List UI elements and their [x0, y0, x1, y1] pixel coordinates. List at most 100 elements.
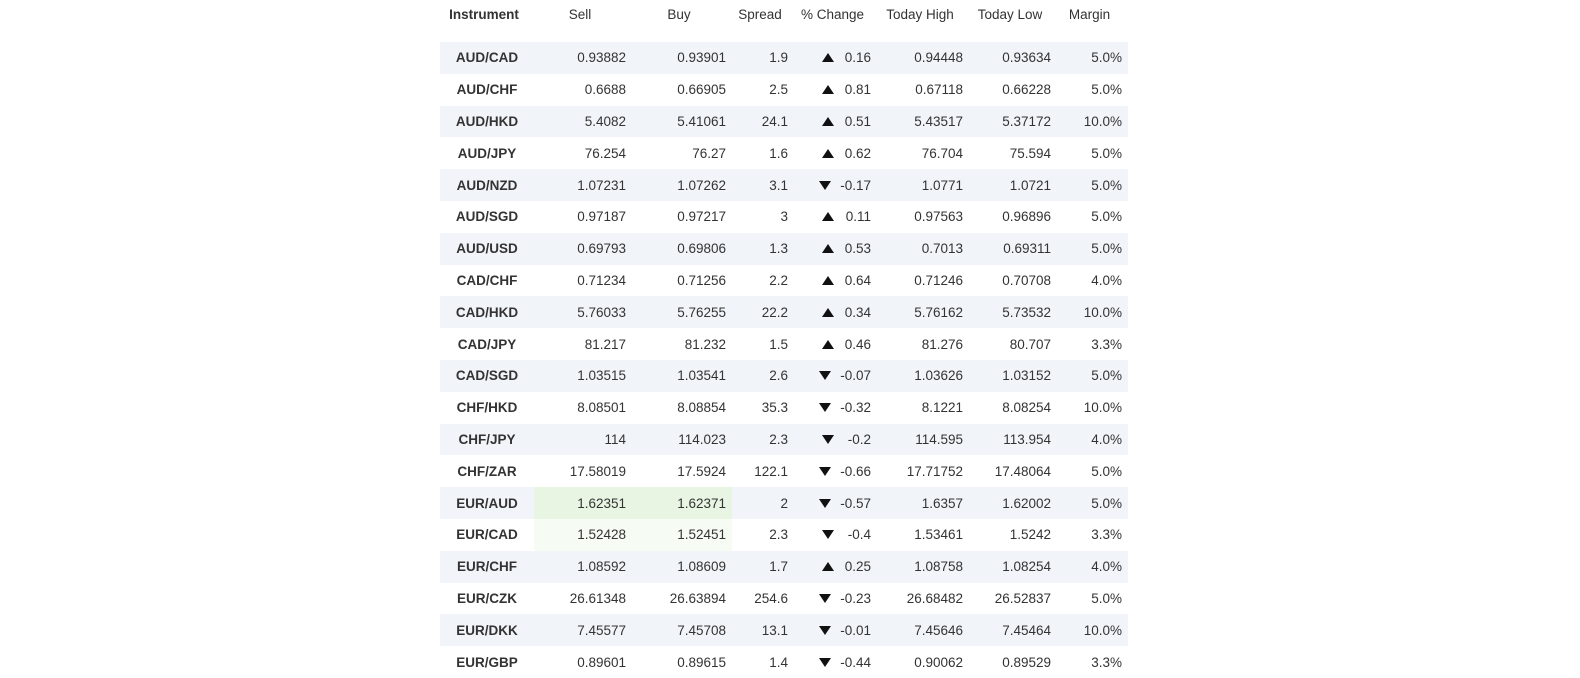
sell-price-cell[interactable]: 0.89601	[577, 654, 626, 670]
sell-price-cell[interactable]: 0.93882	[577, 50, 626, 66]
buy-price-cell[interactable]: 26.63894	[669, 590, 726, 606]
table-row[interactable]: EUR/CHF 1.08592 1.08609 1.7 0.25 1.08758 1.082…	[440, 550, 1128, 583]
change-percent: 0.81	[844, 82, 871, 98]
sell-price-cell[interactable]: 1.03515	[577, 368, 626, 384]
table-body: AUD/CAD 0.93882 0.93901 1.9 0.16 0.94448 0.936…	[440, 42, 1128, 678]
instrument-cell: EUR/CHF	[457, 559, 517, 575]
margin-cell: 10.0%	[1083, 304, 1122, 320]
change-cell: 0.62	[794, 137, 877, 169]
buy-price-cell[interactable]: 1.62371	[632, 487, 732, 519]
table-row[interactable]: CAD/CHF 0.71234 0.71256 2.2 0.64 0.71246 0.707…	[440, 264, 1128, 297]
today-high-cell: 1.03626	[914, 368, 963, 384]
table-row[interactable]: CAD/JPY 81.217 81.232 1.5 0.46 81.276 80.707 3.…	[440, 328, 1128, 360]
sell-price-cell[interactable]: 1.08592	[577, 559, 626, 575]
today-high-cell: 7.45646	[914, 622, 963, 638]
change-cell: 0.51	[794, 106, 877, 138]
table-header: Instrument Sell Buy Spread % Change Toda…	[440, 0, 1128, 42]
column-header-margin[interactable]: Margin	[1068, 6, 1111, 22]
table-row[interactable]: AUD/CAD 0.93882 0.93901 1.9 0.16 0.94448 0.936…	[440, 42, 1128, 74]
buy-price-cell[interactable]: 1.52451	[632, 518, 732, 551]
table-row[interactable]: AUD/CHF 0.6688 0.66905 2.5 0.81 0.67118 0.6622…	[440, 73, 1128, 106]
table-row[interactable]: AUD/SGD 0.97187 0.97217 3 0.11 0.97563 0.96896…	[440, 200, 1128, 233]
buy-price-cell[interactable]: 76.27	[692, 145, 726, 161]
change-percent: -0.07	[840, 368, 871, 384]
table-row[interactable]: EUR/DKK 7.45577 7.45708 13.1 -0.01 7.45646 7.4…	[440, 614, 1128, 647]
table-row[interactable]: CHF/JPY 114 114.023 2.3 -0.2 114.595 113.954 4.…	[440, 423, 1128, 456]
buy-price-cell[interactable]: 114.023	[678, 431, 726, 447]
buy-price-cell[interactable]: 1.03541	[677, 368, 726, 384]
column-header-change[interactable]: % Change	[800, 6, 865, 22]
today-low-cell: 80.707	[1009, 336, 1051, 352]
buy-price-cell[interactable]: 5.41061	[677, 113, 726, 129]
column-header-buy[interactable]: Buy	[667, 6, 691, 22]
sell-price-cell[interactable]: 0.6688	[584, 82, 626, 98]
table-row[interactable]: AUD/USD 0.69793 0.69806 1.3 0.53 0.7013 0.6931…	[440, 232, 1128, 265]
today-low-cell: 1.03152	[1002, 368, 1051, 384]
buy-price-cell[interactable]: 0.66905	[677, 82, 726, 98]
table-row[interactable]: AUD/NZD 1.07231 1.07262 3.1 -0.17 1.0771 1.072…	[440, 169, 1128, 201]
sell-price-cell[interactable]: 17.58019	[569, 463, 626, 479]
table-row[interactable]: CHF/HKD 8.08501 8.08854 35.3 -0.32 8.1221 8.08…	[440, 391, 1128, 424]
column-header-spread[interactable]: Spread	[738, 6, 782, 22]
buy-price-cell[interactable]: 0.71256	[677, 272, 726, 288]
today-low-cell: 1.0721	[1009, 177, 1051, 193]
sell-price-cell[interactable]: 8.08501	[577, 400, 626, 416]
buy-price-cell[interactable]: 0.97217	[677, 209, 726, 225]
column-header-sell[interactable]: Sell	[568, 6, 592, 22]
sell-price-cell[interactable]: 1.52428	[534, 518, 632, 551]
today-high-cell: 8.1221	[921, 400, 963, 416]
sell-price-cell[interactable]: 1.07231	[577, 177, 626, 193]
change-percent: -0.57	[840, 495, 871, 511]
spread-cell: 2.2	[769, 272, 788, 288]
change-cell: 0.64	[794, 265, 877, 297]
sell-price-cell[interactable]: 26.61348	[569, 590, 626, 606]
buy-price-cell[interactable]: 0.89615	[677, 654, 726, 670]
sell-price-cell[interactable]: 114	[604, 431, 626, 447]
buy-price-cell[interactable]: 17.5924	[677, 463, 726, 479]
buy-price-cell[interactable]: 81.232	[684, 336, 726, 352]
today-low-cell: 26.52837	[994, 590, 1051, 606]
sell-price-cell[interactable]: 7.45577	[577, 622, 626, 638]
sell-price-cell[interactable]: 0.69793	[577, 241, 626, 257]
table-row[interactable]: CHF/ZAR 17.58019 17.5924 122.1 -0.66 17.71752…	[440, 455, 1128, 488]
table-row[interactable]: AUD/JPY 76.254 76.27 1.6 0.62 76.704 75.594 5.0…	[440, 137, 1128, 170]
buy-price-cell[interactable]: 5.76255	[677, 304, 726, 320]
change-cell: -0.44	[794, 646, 877, 678]
sell-price-cell[interactable]: 0.97187	[577, 209, 626, 225]
triangle-up-icon	[822, 148, 834, 158]
today-high-cell: 0.71246	[914, 272, 963, 288]
sell-price-cell[interactable]: 76.254	[584, 145, 626, 161]
column-header-instrument[interactable]: Instrument	[449, 6, 519, 22]
today-low-cell: 0.96896	[1002, 209, 1051, 225]
buy-price-cell[interactable]: 7.45708	[677, 622, 726, 638]
sell-price-cell[interactable]: 5.76033	[577, 304, 626, 320]
sell-price-cell[interactable]: 5.4082	[584, 113, 626, 129]
spread-cell: 3.1	[769, 177, 788, 193]
today-low-cell: 5.73532	[1002, 304, 1051, 320]
margin-cell: 4.0%	[1091, 559, 1122, 575]
spread-cell: 1.9	[769, 50, 788, 66]
change-cell: -0.23	[794, 583, 877, 615]
table-row[interactable]: EUR/GBP 0.89601 0.89615 1.4 -0.44 0.90062 0.89…	[440, 646, 1128, 678]
table-row[interactable]: EUR/AUD 1.62351 1.62371 2 -0.57 1.6357 1.62002…	[440, 487, 1128, 519]
sell-price-cell[interactable]: 1.62351	[534, 487, 632, 519]
change-percent: -0.2	[847, 431, 871, 447]
change-cell: 0.25	[794, 551, 877, 583]
sell-price-cell[interactable]: 81.217	[584, 336, 626, 352]
change-value-group: -0.57	[794, 496, 871, 511]
buy-price-cell[interactable]: 8.08854	[677, 400, 726, 416]
table-row[interactable]: CAD/HKD 5.76033 5.76255 22.2 0.34 5.76162 5.73…	[440, 296, 1128, 329]
table-row[interactable]: EUR/CZK 26.61348 26.63894 254.6 -0.23 26.6848…	[440, 582, 1128, 615]
column-header-high[interactable]: Today High	[886, 6, 954, 22]
change-value-group: -0.4	[794, 527, 871, 542]
margin-cell: 5.0%	[1091, 495, 1122, 511]
buy-price-cell[interactable]: 1.07262	[677, 177, 726, 193]
buy-price-cell[interactable]: 1.08609	[677, 559, 726, 575]
buy-price-cell[interactable]: 0.93901	[677, 50, 726, 66]
table-row[interactable]: EUR/CAD 1.52428 1.52451 2.3 -0.4 1.53461 1.524…	[440, 518, 1128, 551]
buy-price-cell[interactable]: 0.69806	[677, 241, 726, 257]
table-row[interactable]: CAD/SGD 1.03515 1.03541 2.6 -0.07 1.03626 1.03…	[440, 359, 1128, 392]
table-row[interactable]: AUD/HKD 5.4082 5.41061 24.1 0.51 5.43517 5.371…	[440, 105, 1128, 138]
column-header-low[interactable]: Today Low	[977, 6, 1043, 22]
sell-price-cell[interactable]: 0.71234	[577, 272, 626, 288]
